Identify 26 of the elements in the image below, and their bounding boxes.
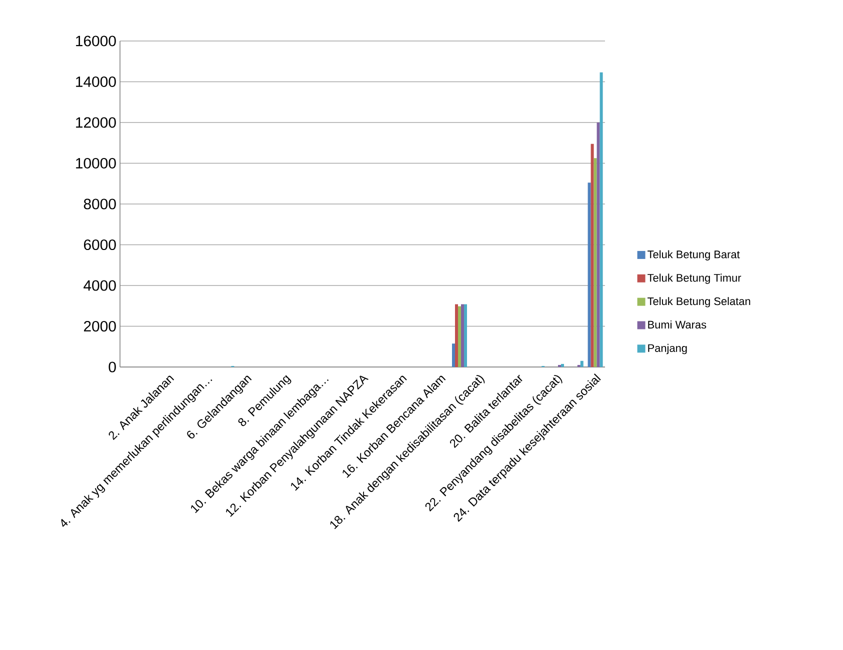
y-tick-label: 8000 bbox=[84, 198, 116, 210]
bar bbox=[580, 360, 584, 367]
bar bbox=[600, 72, 603, 367]
legend-label: Bumi Waras bbox=[648, 320, 706, 329]
bar bbox=[458, 306, 462, 367]
bar bbox=[590, 144, 594, 367]
bar bbox=[452, 344, 456, 367]
legend-label: Teluk Betung Selatan bbox=[648, 297, 750, 308]
y-tick-label: 12000 bbox=[76, 117, 116, 128]
legend-label: Panjang bbox=[648, 344, 687, 354]
bar bbox=[588, 182, 591, 367]
bar bbox=[464, 304, 468, 367]
y-tick-label: 10000 bbox=[76, 158, 116, 169]
y-tick-label: 0 bbox=[108, 362, 116, 372]
y-tick-label: 4000 bbox=[84, 280, 116, 291]
bar bbox=[594, 158, 597, 367]
bar bbox=[561, 364, 564, 367]
y-tick-label: 2000 bbox=[84, 320, 116, 332]
y-tick-label: 14000 bbox=[76, 76, 116, 88]
y-tick-label: 16000 bbox=[76, 36, 116, 46]
bar bbox=[596, 122, 600, 367]
bar bbox=[455, 304, 458, 367]
legend-label: Teluk Betung Timur bbox=[648, 274, 742, 284]
bar bbox=[461, 304, 464, 367]
legend-label: Teluk Betung Barat bbox=[648, 250, 740, 260]
y-tick-label: 6000 bbox=[84, 239, 116, 250]
